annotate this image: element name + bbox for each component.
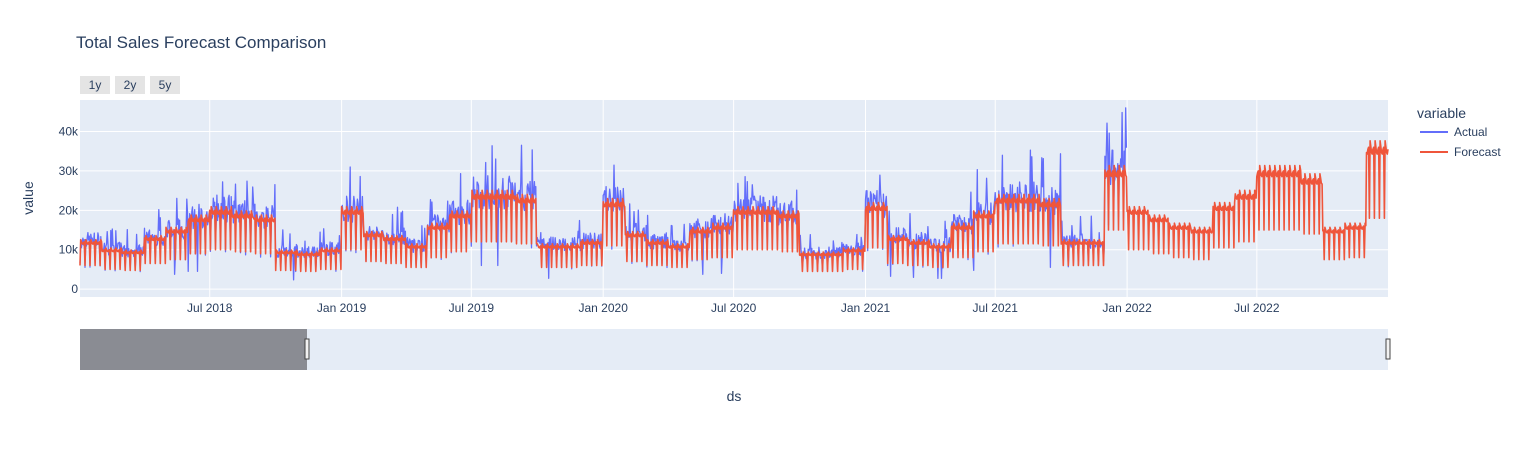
x-tick-label: Jul 2022 bbox=[1234, 301, 1280, 315]
series-actual-group bbox=[79, 107, 1128, 281]
series-forecast-group bbox=[79, 140, 1389, 273]
y-tick-label: 10k bbox=[59, 243, 79, 257]
legend-label-forecast: Forecast bbox=[1454, 145, 1501, 159]
x-tick-label: Jul 2021 bbox=[973, 301, 1019, 315]
range-button-1y[interactable]: 1y bbox=[80, 76, 110, 94]
legend-title: variable bbox=[1417, 105, 1466, 121]
y-tick-label: 30k bbox=[59, 164, 79, 178]
series-line-forecast[interactable] bbox=[79, 140, 1389, 273]
y-tick-labels: 0 10k 20k 30k 40k bbox=[59, 125, 79, 297]
range-button-5y[interactable]: 5y bbox=[150, 76, 180, 94]
x-tick-labels: Jul 2018 Jan 2019 Jul 2019 Jan 2020 Jul 2020… bbox=[187, 301, 1280, 315]
x-tick-label: Jul 2018 bbox=[187, 301, 233, 315]
x-tick-label: Jan 2019 bbox=[317, 301, 367, 315]
range-slider-right-handle[interactable] bbox=[1385, 338, 1391, 360]
chart-title: Total Sales Forecast Comparison bbox=[76, 33, 327, 52]
y-tick-label: 0 bbox=[71, 282, 78, 296]
range-slider-mask bbox=[80, 329, 307, 370]
y-tick-label: 20k bbox=[59, 203, 79, 217]
series-line-actual[interactable] bbox=[79, 107, 1128, 281]
range-slider-left-handle[interactable] bbox=[304, 338, 310, 360]
legend-item-forecast[interactable]: Forecast bbox=[1420, 145, 1501, 159]
x-tick-label: Jan 2020 bbox=[579, 301, 629, 315]
x-axis-title: ds bbox=[727, 388, 742, 404]
y-axis-title: value bbox=[20, 181, 36, 215]
x-tick-label: Jan 2021 bbox=[841, 301, 891, 315]
legend-item-actual[interactable]: Actual bbox=[1420, 125, 1487, 139]
legend-label-actual: Actual bbox=[1454, 125, 1487, 139]
x-tick-label: Jul 2019 bbox=[449, 301, 495, 315]
x-tick-label: Jan 2022 bbox=[1102, 301, 1152, 315]
y-tick-label: 40k bbox=[59, 125, 79, 139]
range-button-2y[interactable]: 2y bbox=[115, 76, 145, 94]
x-tick-label: Jul 2020 bbox=[711, 301, 757, 315]
